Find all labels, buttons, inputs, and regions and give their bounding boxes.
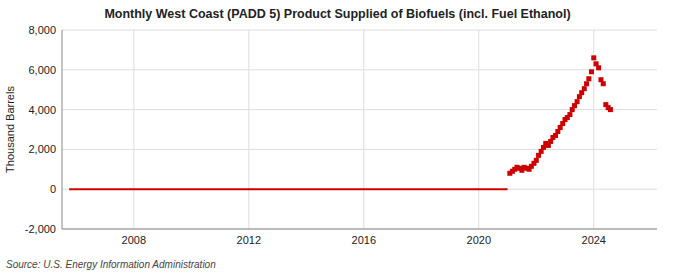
point — [534, 158, 539, 163]
tick-labels: -2,000 0 2,000 4,000 6,000 8,000 2008 2012 2016 2… — [25, 24, 606, 246]
y-axis-line — [62, 30, 63, 229]
y-grid-line — [62, 189, 657, 190]
line — [69, 188, 507, 190]
point — [567, 112, 572, 117]
x-tick-label: 2024 — [582, 234, 606, 246]
y-tick-label: 6,000 — [28, 64, 56, 76]
point — [596, 65, 601, 70]
y-tick-label: 8,000 — [28, 24, 56, 36]
source-note: Source: U.S. Energy Information Administ… — [6, 259, 216, 270]
point — [575, 99, 580, 104]
point — [582, 86, 587, 91]
point — [601, 81, 606, 86]
x-tick-label: 2016 — [352, 234, 376, 246]
y-tick-label: 0 — [50, 183, 56, 195]
point — [591, 55, 596, 60]
y-tick-label: -2,000 — [25, 223, 56, 235]
x-grid-line — [248, 30, 249, 229]
y-grid-line — [62, 109, 657, 110]
x-grid-line — [363, 30, 364, 229]
point — [584, 81, 589, 86]
x-grid-line — [478, 30, 479, 229]
y-grid-line — [62, 229, 657, 230]
x-tick-label: 2008 — [122, 234, 146, 246]
chart: -2,000 0 2,000 4,000 6,000 8,000 2008 2012 2016 2… — [0, 0, 675, 275]
point — [589, 69, 594, 74]
x-tick-label: 2012 — [237, 234, 261, 246]
y-axis-label: Thousand Barrels — [4, 86, 16, 173]
grid — [62, 30, 657, 229]
title: Monthly West Coast (PADD 5) Product Supp… — [104, 7, 570, 21]
y-tick-label: 2,000 — [28, 143, 56, 155]
y-grid-line — [62, 149, 657, 150]
y-grid-line — [62, 30, 657, 31]
y-grid-line — [62, 69, 657, 70]
x-axis-line — [62, 229, 657, 230]
y-tick-label: 4,000 — [28, 104, 56, 116]
x-tick-label: 2020 — [467, 234, 491, 246]
x-grid-line — [133, 30, 134, 229]
point — [608, 107, 613, 112]
plot-area — [69, 55, 613, 189]
point — [586, 76, 591, 81]
